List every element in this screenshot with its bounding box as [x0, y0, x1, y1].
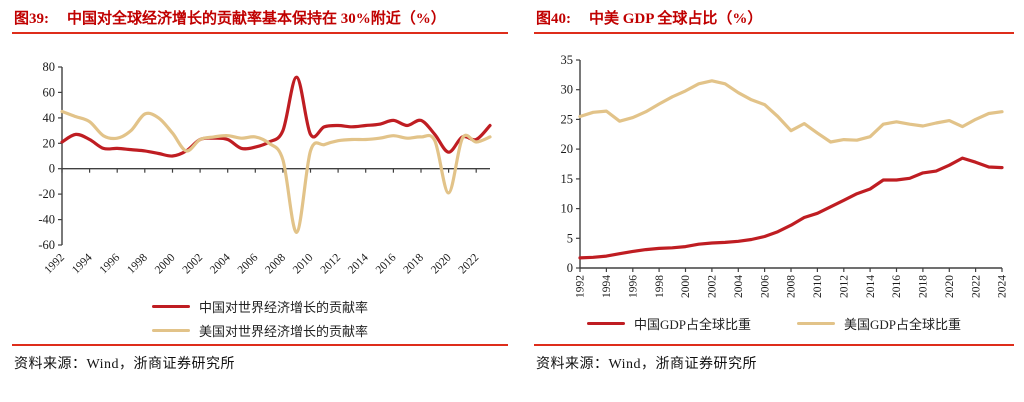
- svg-text:15: 15: [561, 172, 574, 186]
- svg-text:2022: 2022: [457, 251, 482, 276]
- figure-39-title: 图39: 中国对全球经济增长的贡献率基本保持在 30%附近（%）: [12, 8, 508, 30]
- svg-text:-60: -60: [38, 238, 55, 252]
- svg-text:0: 0: [567, 261, 573, 275]
- fig39-source-block: 资料来源：Wind，浙商证券研究所: [12, 344, 508, 373]
- china-line-swatch: [151, 305, 190, 308]
- svg-text:25: 25: [561, 112, 574, 126]
- svg-text:2024: 2024: [997, 275, 1009, 298]
- svg-text:2012: 2012: [838, 275, 850, 298]
- figure-40-title-text: 中美 GDP 全球占比（%）: [589, 11, 763, 27]
- svg-text:0: 0: [49, 162, 55, 176]
- svg-text:2016: 2016: [374, 251, 399, 276]
- figure-39-title-text: 中国对全球经济增长的贡献率基本保持在 30%附近（%）: [67, 11, 446, 27]
- svg-text:2020: 2020: [944, 275, 956, 298]
- svg-text:2014: 2014: [346, 251, 371, 276]
- fig40-bottom-rule: [534, 344, 1014, 346]
- svg-text:2010: 2010: [291, 251, 316, 276]
- fig39-legend: 中国对世界经济增长的贡献率 美国对世界经济增长的贡献率: [12, 297, 508, 340]
- svg-text:20: 20: [43, 136, 56, 150]
- svg-text:2000: 2000: [680, 275, 692, 298]
- svg-text:35: 35: [561, 54, 574, 67]
- fig40-legend-label-us: 美国GDP占全球比重: [844, 317, 962, 332]
- figure-40-title-underline: [534, 32, 1014, 34]
- china-line-swatch: [586, 322, 625, 325]
- figure-40-tag: 图40:: [536, 11, 571, 27]
- figure-39-panel: 图39: 中国对全球经济增长的贡献率基本保持在 30%附近（%） 80 60 40 2…: [12, 8, 508, 372]
- fig40-source-text: 资料来源：Wind，浙商证券研究所: [536, 357, 758, 372]
- svg-text:2018: 2018: [918, 275, 930, 298]
- fig39-legend-label-us: 美国对世界经济增长的贡献率: [198, 324, 368, 339]
- svg-text:2006: 2006: [236, 251, 261, 276]
- svg-text:2014: 2014: [865, 275, 877, 298]
- svg-text:10: 10: [561, 202, 574, 216]
- svg-text:-20: -20: [38, 187, 55, 201]
- figure-39-title-underline: [12, 32, 508, 34]
- svg-text:2022: 2022: [970, 275, 982, 298]
- svg-text:1998: 1998: [125, 251, 150, 276]
- us-line-swatch: [151, 329, 190, 332]
- svg-text:2010: 2010: [812, 275, 824, 298]
- svg-text:2004: 2004: [733, 275, 745, 298]
- svg-text:2002: 2002: [180, 251, 205, 276]
- fig40-legend-item-china: 中国GDP占全球比重: [586, 314, 751, 333]
- svg-text:1994: 1994: [70, 251, 95, 276]
- svg-text:2008: 2008: [263, 251, 288, 276]
- svg-text:60: 60: [43, 85, 56, 99]
- svg-text:30: 30: [561, 83, 574, 97]
- svg-text:2000: 2000: [153, 251, 178, 276]
- svg-text:1994: 1994: [601, 275, 613, 298]
- svg-text:2002: 2002: [707, 275, 719, 298]
- svg-text:1996: 1996: [627, 275, 639, 298]
- svg-text:2016: 2016: [891, 275, 903, 298]
- svg-text:1998: 1998: [654, 275, 666, 298]
- figure-40-title: 图40: 中美 GDP 全球占比（%）: [534, 8, 1014, 30]
- fig39-bottom-rule: [12, 344, 508, 346]
- figure-40-panel: 图40: 中美 GDP 全球占比（%） 35 30 25 20 15 10 5 0 1992 19…: [534, 8, 1014, 372]
- svg-text:2020: 2020: [429, 251, 454, 276]
- fig40-legend-item-us: 美国GDP占全球比重: [797, 314, 961, 333]
- svg-text:2012: 2012: [318, 251, 343, 276]
- fig39-legend-item-us: 美国对世界经济增长的贡献率: [151, 321, 368, 340]
- fig39-legend-label-china: 中国对世界经济增长的贡献率: [198, 300, 368, 315]
- svg-text:-40: -40: [38, 213, 55, 227]
- svg-text:5: 5: [567, 231, 573, 245]
- fig40-legend-label-china: 中国GDP占全球比重: [633, 317, 751, 332]
- svg-text:40: 40: [43, 111, 56, 125]
- fig39-legend-item-china: 中国对世界经济增长的贡献率: [151, 297, 368, 316]
- fig40-legend: 中国GDP占全球比重 美国GDP占全球比重: [534, 314, 1014, 333]
- svg-text:1996: 1996: [98, 251, 123, 276]
- svg-text:80: 80: [43, 60, 56, 74]
- us-line-swatch: [797, 322, 835, 325]
- figure-39-tag: 图39:: [14, 11, 49, 27]
- svg-text:2004: 2004: [208, 251, 233, 276]
- svg-text:2006: 2006: [759, 275, 771, 298]
- svg-text:1992: 1992: [575, 275, 587, 298]
- fig39-source-text: 资料来源：Wind，浙商证券研究所: [14, 357, 236, 372]
- svg-text:1992: 1992: [42, 251, 67, 276]
- svg-text:2018: 2018: [401, 251, 426, 276]
- fig40-source-block: 资料来源：Wind，浙商证券研究所: [534, 344, 1014, 373]
- svg-text:2008: 2008: [786, 275, 798, 298]
- svg-text:20: 20: [561, 142, 574, 156]
